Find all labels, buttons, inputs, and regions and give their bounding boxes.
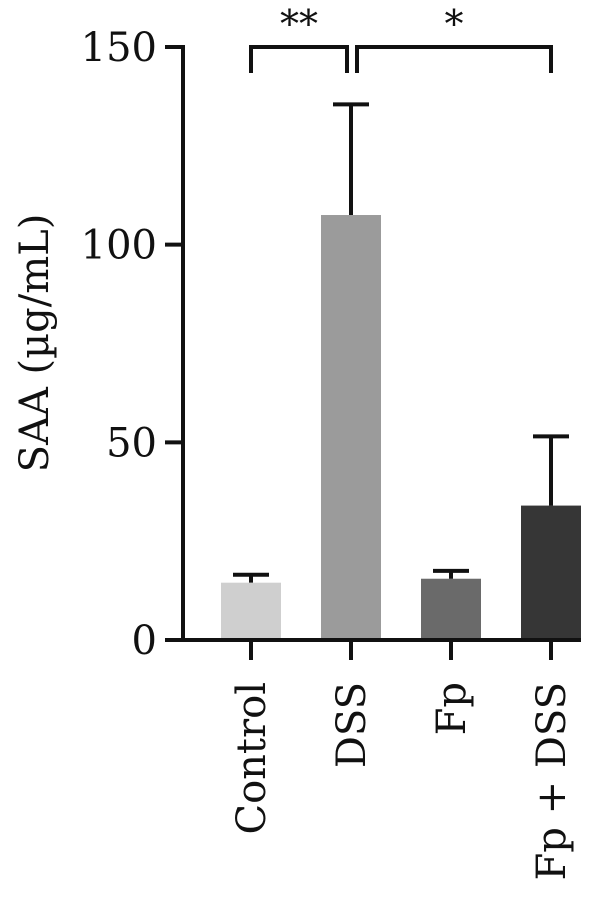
y-tick-label-0: 0 xyxy=(132,618,157,664)
x-label-dss: DSS xyxy=(329,682,375,768)
y-axis-label: SAA (µg/mL) xyxy=(12,214,58,473)
bars-group xyxy=(221,215,581,640)
significance-label-2: * xyxy=(445,2,464,46)
error-bars-group xyxy=(233,102,569,583)
significance-label-1: ** xyxy=(280,2,318,46)
y-ticks-group: 0 50 100 150 xyxy=(81,25,183,664)
x-label-fp: Fp xyxy=(429,682,475,735)
x-categories-group: Control DSS Fp Fp + DSS xyxy=(229,640,575,880)
bar-fp-dss xyxy=(521,505,581,640)
significance-group: ** * xyxy=(249,2,553,73)
significance-bracket-1 xyxy=(249,45,349,73)
axes-group xyxy=(181,45,581,642)
x-label-fp-dss: Fp + DSS xyxy=(529,682,575,880)
error-bar-fp xyxy=(433,568,469,579)
bar-control xyxy=(221,582,281,640)
error-bar-control xyxy=(233,572,269,583)
error-bar-dss xyxy=(333,102,369,216)
y-tick-label-50: 50 xyxy=(106,420,157,466)
error-bar-fp-dss xyxy=(533,434,569,506)
bar-dss xyxy=(321,215,381,640)
x-label-control: Control xyxy=(229,682,275,835)
significance-bracket-2 xyxy=(355,45,553,73)
y-tick-label-100: 100 xyxy=(81,223,157,269)
y-tick-label-150: 150 xyxy=(81,25,157,71)
bar-fp xyxy=(421,578,481,640)
